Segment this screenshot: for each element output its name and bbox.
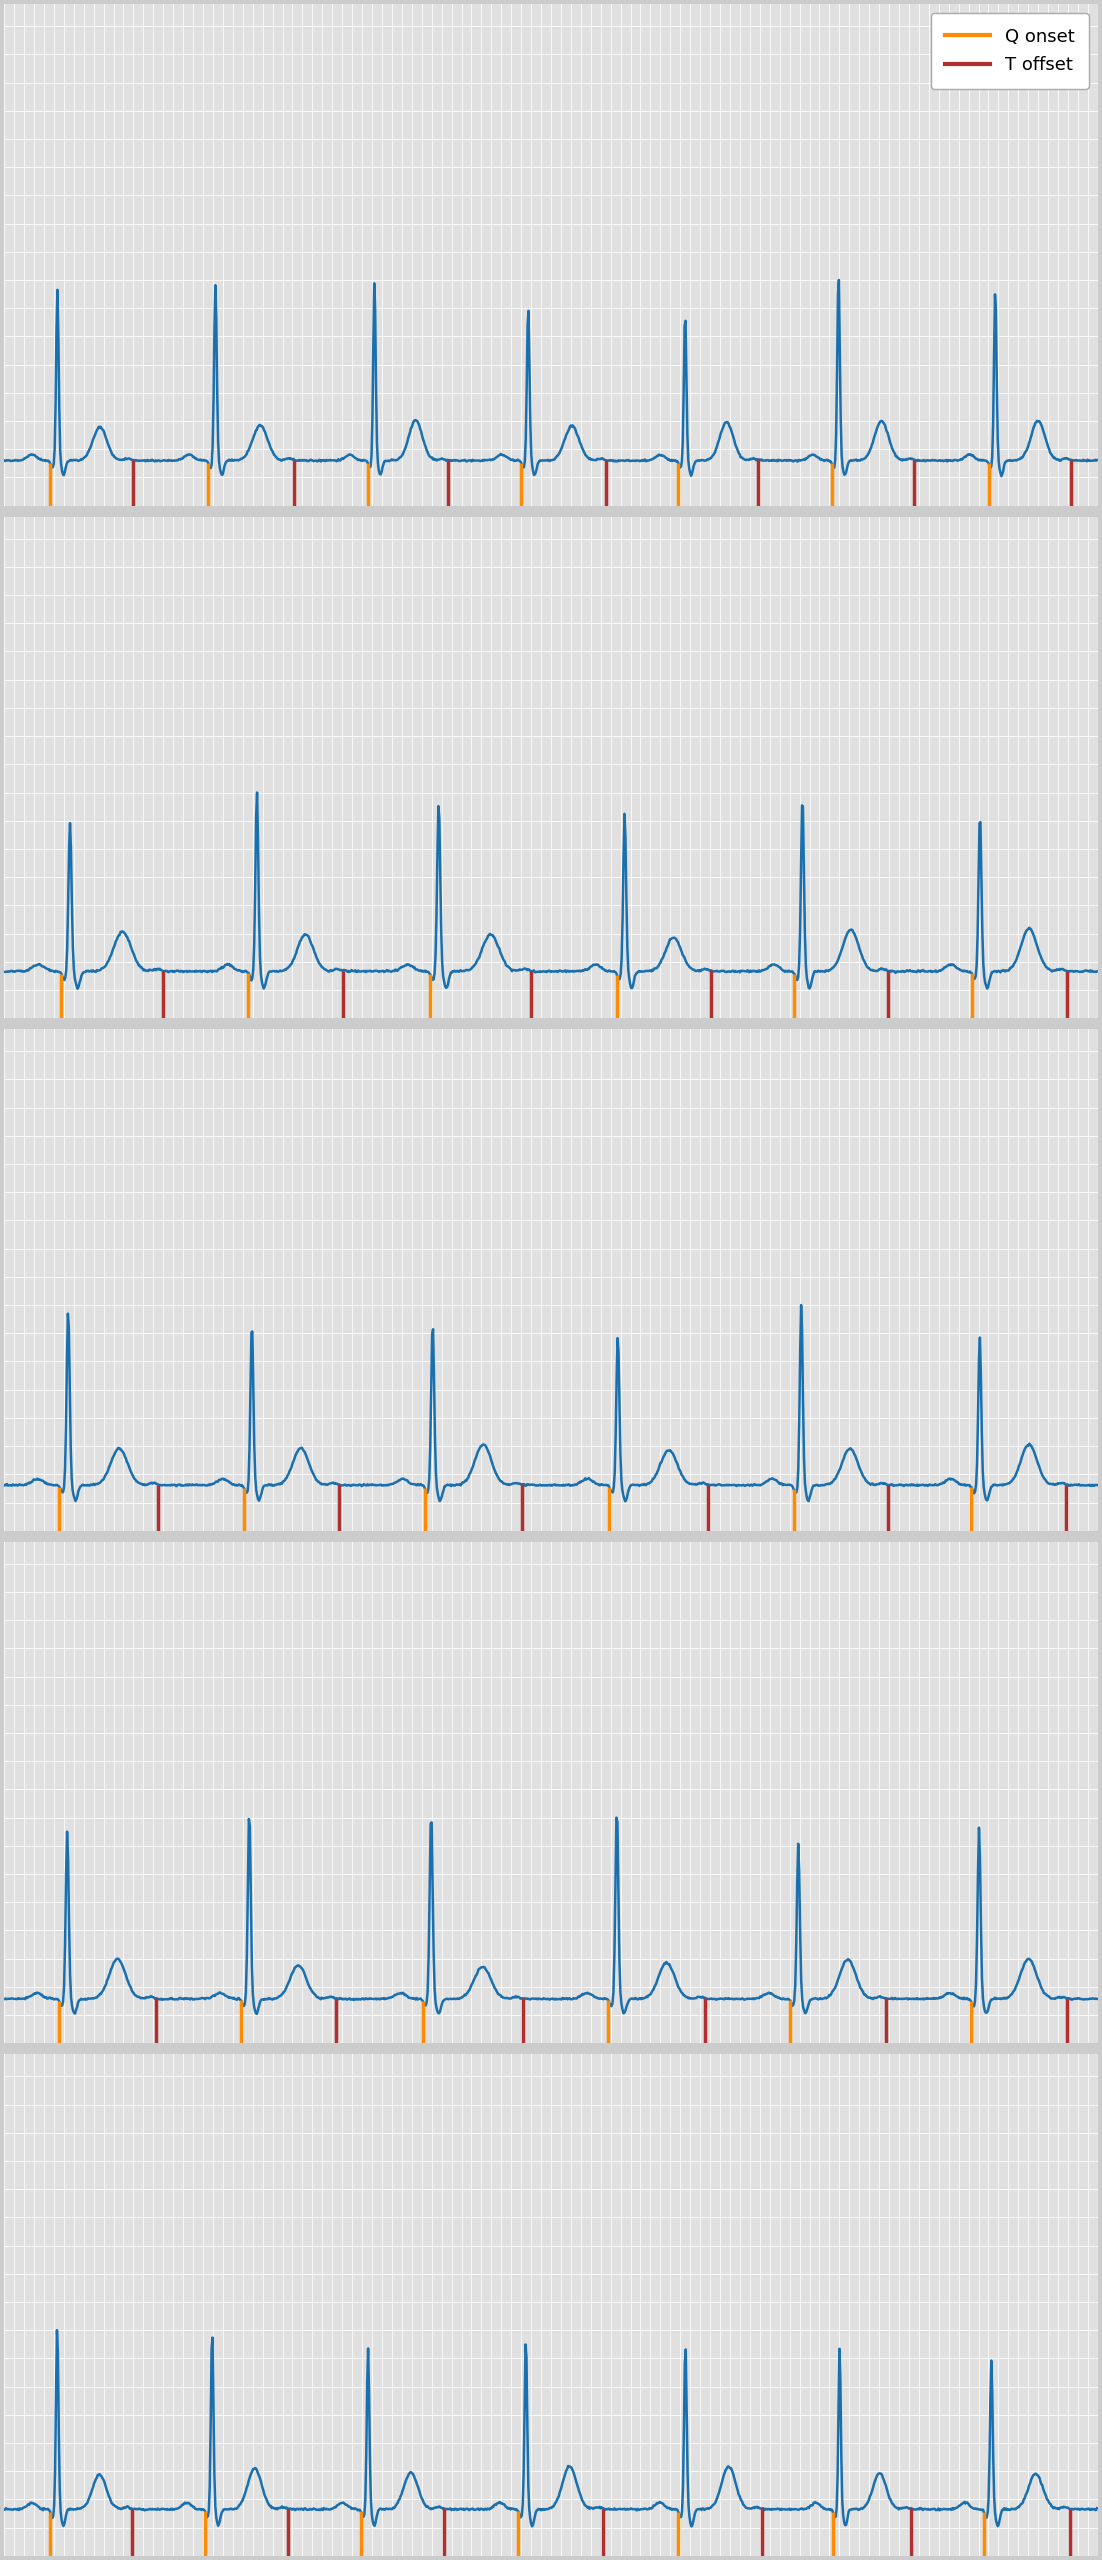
Legend: Q onset, T offset: Q onset, T offset <box>930 13 1089 90</box>
